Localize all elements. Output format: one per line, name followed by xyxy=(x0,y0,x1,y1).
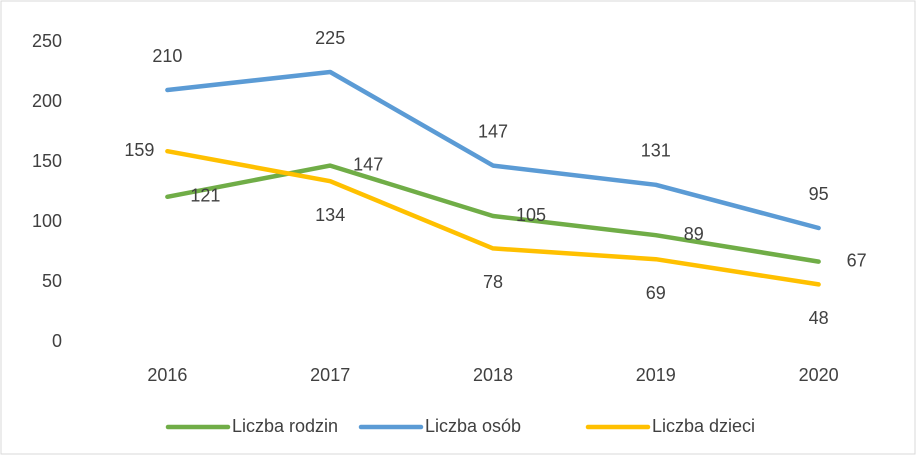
data-label: 48 xyxy=(809,308,829,328)
x-tick-label: 2020 xyxy=(799,365,839,385)
y-tick-label: 0 xyxy=(52,331,62,351)
data-label: 105 xyxy=(516,205,546,225)
series-line xyxy=(165,148,821,287)
legend-label: Liczba dzieci xyxy=(652,416,755,436)
legend-label: Liczba rodzin xyxy=(232,416,338,436)
legend-label: Liczba osób xyxy=(425,416,521,436)
data-label: 131 xyxy=(641,141,671,161)
y-tick-label: 200 xyxy=(32,91,62,111)
y-tick-label: 50 xyxy=(42,271,62,291)
data-label: 225 xyxy=(315,28,345,48)
data-label: 121 xyxy=(190,186,220,206)
y-tick-label: 150 xyxy=(32,151,62,171)
x-tick-label: 2017 xyxy=(310,365,350,385)
data-label: 147 xyxy=(353,154,383,174)
x-tick-label: 2018 xyxy=(473,365,513,385)
series-line xyxy=(165,69,821,231)
y-tick-label: 100 xyxy=(32,211,62,231)
x-tick-label: 2019 xyxy=(636,365,676,385)
data-label: 210 xyxy=(152,46,182,66)
data-label: 89 xyxy=(684,224,704,244)
data-label: 95 xyxy=(809,184,829,204)
data-label: 147 xyxy=(478,121,508,141)
y-tick-label: 250 xyxy=(32,31,62,51)
data-label: 67 xyxy=(847,250,867,270)
series-line xyxy=(165,163,821,264)
data-label: 78 xyxy=(483,272,503,292)
data-label: 159 xyxy=(124,140,154,160)
data-label: 69 xyxy=(646,283,666,303)
data-label: 134 xyxy=(315,205,345,225)
x-tick-label: 2016 xyxy=(147,365,187,385)
